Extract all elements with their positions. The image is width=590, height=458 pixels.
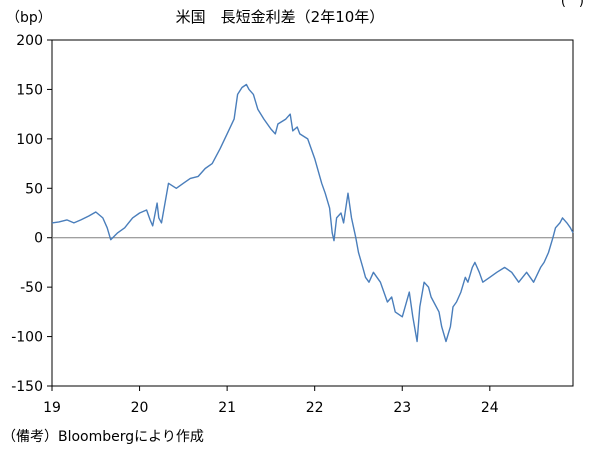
y-tick-label: -150 <box>11 379 43 395</box>
source-note: （備考）Bloombergにより作成 <box>2 429 204 445</box>
x-tick-label: 19 <box>43 400 61 416</box>
plot-area-frame <box>51 39 574 387</box>
y-tick-label: 50 <box>25 181 43 197</box>
series-layer <box>51 83 574 343</box>
x-axis-ticks: 19 20 21 22 23 24 <box>43 386 499 416</box>
y-axis-unit-label: （bp） <box>6 10 52 26</box>
chart-title: 米国 長短金利差（2年10年） <box>176 8 385 26</box>
x-tick-label: 24 <box>481 400 499 416</box>
y-tick-label: 150 <box>16 82 43 98</box>
y-tick-label: -100 <box>11 330 43 346</box>
y-tick-label: 200 <box>16 33 43 49</box>
series-line <box>51 83 574 343</box>
y-tick-label: 0 <box>34 231 43 247</box>
corner-mark: ( ) <box>560 0 584 9</box>
y-tick-label: 100 <box>16 132 43 148</box>
x-tick-label: 22 <box>306 400 324 416</box>
line-chart: 米国 長短金利差（2年10年） （bp） 200 150 100 50 0 -50 -100… <box>6 8 574 416</box>
x-tick-label: 23 <box>393 400 411 416</box>
x-tick-label: 20 <box>131 400 149 416</box>
x-tick-label: 21 <box>218 400 236 416</box>
y-axis-ticks: 200 150 100 50 0 -50 -100 -150 <box>11 33 52 395</box>
y-tick-label: -50 <box>20 280 43 296</box>
